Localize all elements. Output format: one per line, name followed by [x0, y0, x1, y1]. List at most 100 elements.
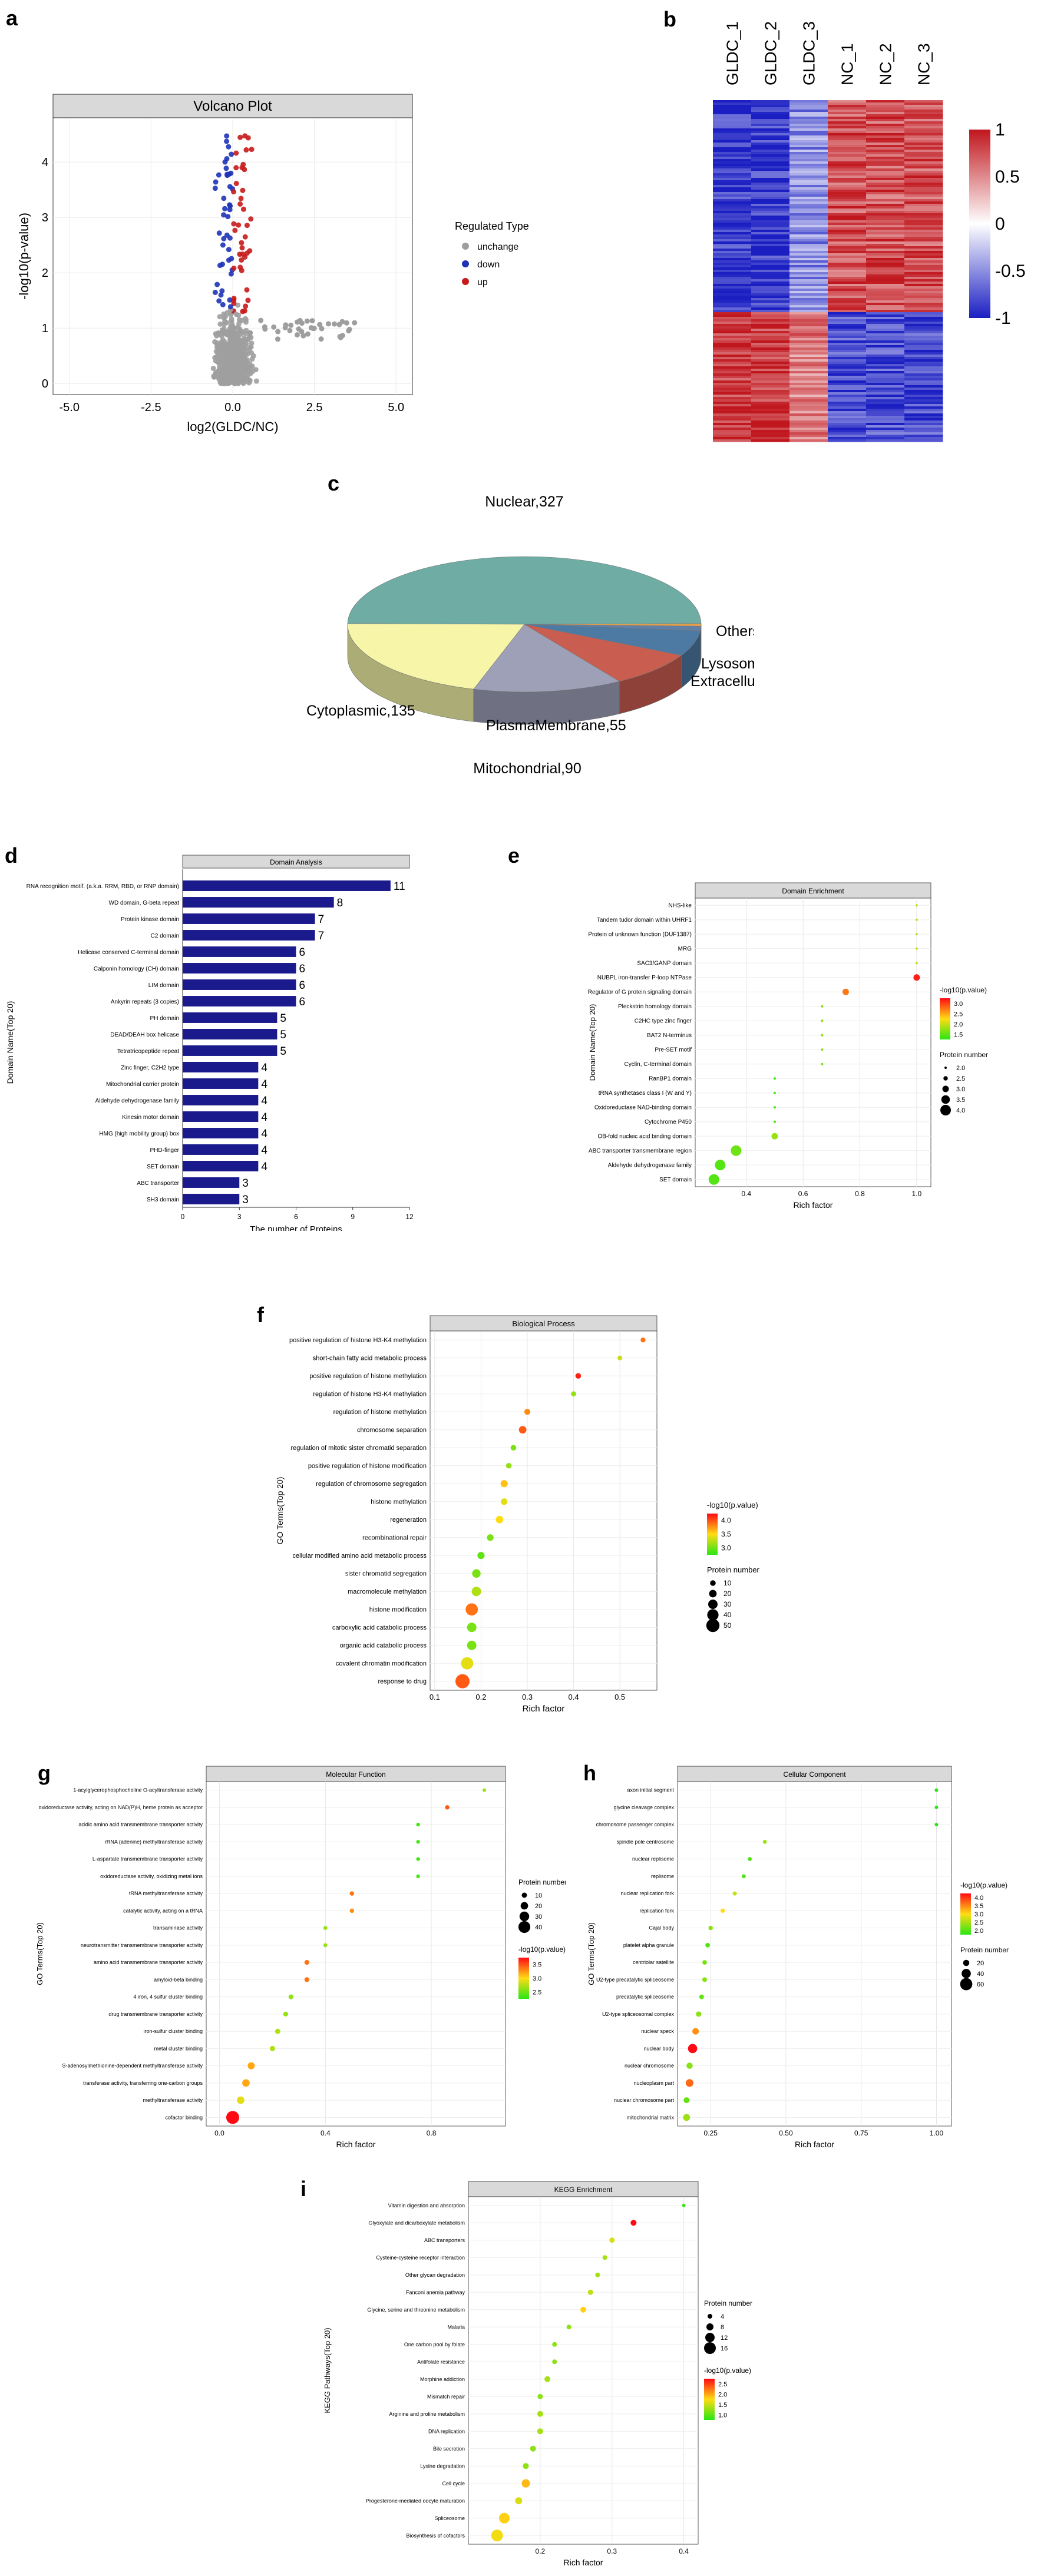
data-point [602, 2255, 607, 2260]
category-label: macromolecule methylation [348, 1588, 427, 1595]
heatmap-cell [866, 272, 905, 275]
heatmap-cell [713, 220, 752, 223]
heatmap-cell [713, 241, 752, 244]
bar-value-label: 5 [280, 1029, 286, 1041]
heatmap-cell [751, 107, 790, 110]
heatmap-cell [713, 147, 752, 150]
bar [183, 1111, 259, 1122]
heatmap-cell [751, 150, 790, 153]
heatmap-cell [713, 286, 752, 289]
data-point [224, 363, 230, 369]
x-tick-label: 0.0 [224, 401, 241, 414]
heatmap-cell [866, 300, 905, 303]
data-point [237, 264, 243, 270]
heatmap-cell [713, 216, 752, 218]
heatmap-cell [866, 416, 905, 419]
size-legend-marker [708, 2314, 712, 2319]
color-legend-title: -log10(p.value) [960, 1881, 1007, 1889]
heatmap-cell [866, 147, 905, 150]
x-tick-label: 0.8 [427, 2129, 437, 2137]
data-point [223, 349, 229, 355]
data-point [300, 333, 306, 339]
category-label: Protein of unknown function (DUF1387) [588, 932, 692, 938]
heatmap-cell [866, 355, 905, 357]
heatmap-cell [904, 138, 943, 141]
heatmap-cell [904, 329, 943, 332]
heatmap-cell [713, 119, 752, 122]
volcano-plot-chart: Volcano Plot -5.0 -2.5 0.0 2.5 5.0 0 1 2 3 4 log2(G… [18, 94, 529, 434]
color-legend-title: -log10(p.value) [707, 1501, 758, 1509]
data-point [455, 1674, 470, 1688]
chart-title: Cellular Component [783, 1770, 846, 1779]
x-tick-label: 12 [405, 1213, 414, 1221]
category-label: transferase activity, transferring one-c… [83, 2080, 203, 2086]
heatmap-cell [713, 428, 752, 431]
heatmap-cell [789, 390, 828, 393]
heatmap-cell [866, 345, 905, 348]
heatmap-cell [904, 284, 943, 287]
heatmap-cell [828, 154, 867, 157]
heatmap-cell [789, 140, 828, 143]
heatmap-cell [866, 350, 905, 353]
size-legend-marker [520, 1902, 528, 1910]
heatmap-cell [828, 208, 867, 211]
y-tick-label: 1 [42, 322, 48, 335]
heatmap-cell [904, 119, 943, 122]
heatmap-cell [789, 249, 828, 251]
heatmap-cell [828, 253, 867, 256]
heatmap-cell [713, 314, 752, 317]
data-point [617, 1355, 623, 1360]
heatmap-cell [828, 402, 867, 405]
bar [183, 880, 391, 891]
data-point [220, 337, 226, 343]
category-label: Cajal body [649, 1925, 674, 1931]
heatmap-cell [751, 192, 790, 195]
heatmap-cell [866, 369, 905, 372]
color-legend-title: -log10(p.value) [704, 2366, 751, 2375]
heatmap-cell [904, 166, 943, 169]
heatmap-cell [866, 390, 905, 393]
category-label: Progesterone-mediated oocyte maturation [366, 2498, 465, 2504]
category-label: Vitamin digestion and absorption [388, 2203, 465, 2209]
bar [183, 913, 315, 924]
bar [183, 1095, 259, 1105]
heatmap-cell [828, 258, 867, 261]
heatmap-cell [904, 173, 943, 176]
heatmap-cell [866, 314, 905, 317]
heatmap-cell [828, 366, 867, 369]
size-legend-tick: 16 [721, 2345, 728, 2352]
size-legend-tick: 60 [977, 1981, 984, 1988]
heatmap-cell [789, 117, 828, 120]
heatmap-cell [866, 282, 905, 284]
heatmap-cell [828, 310, 867, 313]
heatmap-cell [828, 378, 867, 381]
data-point [217, 263, 223, 269]
heatmap-cell [904, 225, 943, 228]
heatmap-cell [713, 329, 752, 332]
heatmap-cell [751, 402, 790, 405]
heatmap-cell [713, 187, 752, 190]
heatmap-cell [789, 232, 828, 235]
heatmap-cell [713, 114, 752, 117]
data-point [222, 376, 228, 382]
heatmap-cell [713, 128, 752, 131]
size-legend-tick: 2.0 [956, 1065, 965, 1072]
heatmap-cell [789, 138, 828, 141]
heatmap-cell [713, 371, 752, 374]
data-point [218, 380, 224, 386]
data-point [416, 1840, 420, 1844]
heatmap-cell [713, 218, 752, 221]
heatmap-cell [904, 274, 943, 277]
heatmap-cell [828, 411, 867, 414]
category-label: covalent chromatin modification [336, 1660, 427, 1667]
data-point [318, 336, 324, 342]
data-point [283, 2011, 288, 2017]
data-point [214, 333, 220, 339]
data-point [682, 2203, 686, 2207]
heatmap-cell [904, 383, 943, 386]
size-legend-tick: 20 [535, 1903, 542, 1910]
pie-slice-label: PlasmaMembrane,55 [486, 717, 626, 734]
category-label: metal cluster binding [154, 2045, 203, 2051]
heatmap-cell [866, 218, 905, 221]
title-strip [430, 1315, 658, 1332]
